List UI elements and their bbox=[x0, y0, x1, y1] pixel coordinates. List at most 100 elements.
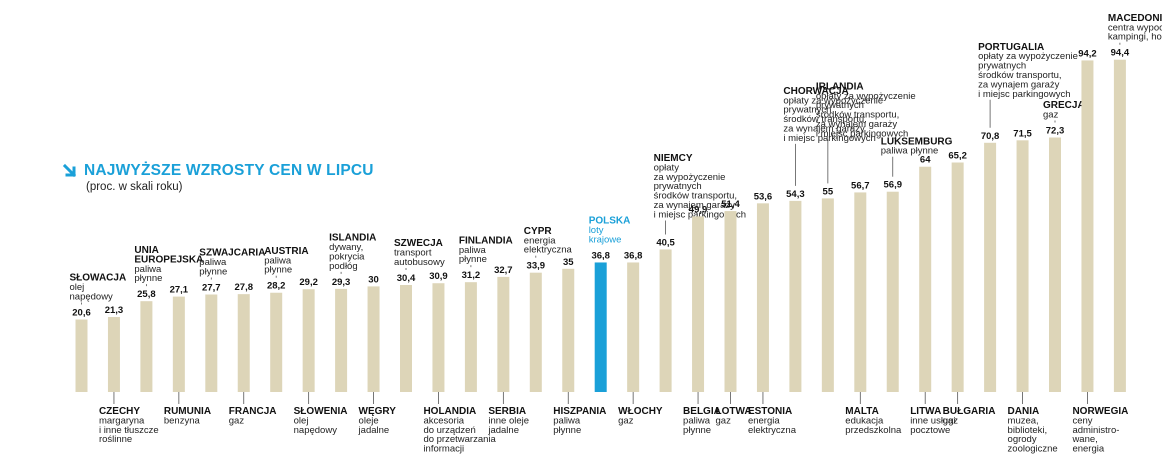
category-note-19: płynne bbox=[683, 425, 711, 436]
chart-title: NAJWYŻSZE WZROSTY CEN W LIPCU bbox=[84, 162, 374, 179]
bar-6 bbox=[270, 292, 283, 392]
category-note-24: edukacja bbox=[845, 415, 884, 426]
category-note-13: inne oleje bbox=[488, 415, 529, 426]
category-note-21: energia bbox=[748, 415, 780, 426]
value-label-23: 55 bbox=[823, 186, 834, 197]
bar-3 bbox=[172, 296, 185, 392]
country-name-15: HISZPANIA bbox=[553, 406, 606, 417]
bar-15 bbox=[562, 268, 575, 392]
value-label-24: 56,7 bbox=[851, 180, 870, 191]
bar-4 bbox=[205, 294, 218, 392]
category-note-1: i inne tłuszcze bbox=[99, 425, 159, 436]
value-label-20: 51,4 bbox=[721, 199, 740, 210]
category-note-32: centra wypoczynkowe, bbox=[1108, 22, 1162, 33]
country-name-22: CHORWACJA bbox=[783, 86, 848, 97]
category-note-23: za wynajem garaży bbox=[816, 119, 898, 130]
country-name-11: HOLANDIA bbox=[423, 406, 476, 417]
country-name-12: FINLANDIA bbox=[459, 235, 513, 246]
category-note-9: oleje bbox=[359, 415, 379, 426]
bar-17 bbox=[627, 262, 640, 392]
category-note-23: środków transportu, bbox=[816, 110, 899, 121]
category-note-24: przedszkolna bbox=[845, 425, 902, 436]
category-note-25: paliwa płynne bbox=[881, 146, 939, 157]
category-note-18: prywatnych bbox=[654, 181, 702, 192]
value-label-6: 28,2 bbox=[267, 281, 286, 292]
value-label-14: 33,9 bbox=[527, 261, 546, 272]
category-note-26: inne usługi bbox=[910, 415, 955, 426]
bar-16 bbox=[594, 262, 607, 392]
category-note-26: pocztowe bbox=[910, 425, 950, 436]
value-label-16: 36,8 bbox=[591, 250, 610, 261]
bar-11 bbox=[432, 283, 445, 392]
category-note-0: napędowy bbox=[70, 291, 114, 302]
category-note-29: muzea, bbox=[1008, 415, 1039, 426]
value-label-19: 49,9 bbox=[689, 204, 708, 215]
bar-29 bbox=[1016, 140, 1029, 392]
value-label-5: 27,8 bbox=[235, 282, 254, 293]
category-note-22: i miejsc parkingowych bbox=[783, 133, 875, 144]
category-note-0: olej bbox=[70, 282, 85, 293]
bar-30 bbox=[1049, 137, 1061, 392]
bar-27 bbox=[951, 162, 964, 392]
bar-21 bbox=[756, 203, 769, 392]
bar-20 bbox=[724, 211, 737, 392]
value-label-32: 94,4 bbox=[1111, 48, 1130, 59]
arrow-down-right-icon bbox=[62, 163, 77, 178]
category-note-28: środków transportu, bbox=[978, 70, 1061, 81]
category-note-1: roślinne bbox=[99, 434, 132, 445]
value-label-28: 70,8 bbox=[981, 131, 1000, 142]
category-note-5: gaz bbox=[229, 415, 245, 426]
value-label-15: 35 bbox=[563, 257, 574, 268]
chart-header: NAJWYŻSZE WZROSTY CEN W LIPCU (proc. w s… bbox=[62, 162, 374, 193]
category-note-2: płynne bbox=[134, 273, 162, 284]
value-label-30: 72,3 bbox=[1046, 126, 1065, 137]
country-name-31: NORWEGIA bbox=[1072, 406, 1128, 417]
bar-2 bbox=[140, 301, 153, 392]
category-note-4: paliwa bbox=[199, 257, 227, 268]
country-name-0: SŁOWACJA bbox=[70, 273, 127, 284]
country-name-7: SŁOWENIA bbox=[294, 406, 348, 417]
category-note-1: margaryna bbox=[99, 415, 145, 426]
value-label-7: 29,2 bbox=[299, 277, 318, 288]
category-note-22: opłaty za wypożyczenie bbox=[783, 95, 883, 106]
bar-22 bbox=[789, 200, 802, 392]
value-label-0: 20,6 bbox=[72, 307, 91, 318]
category-note-7: napędowy bbox=[294, 425, 338, 436]
category-note-29: ogrody bbox=[1008, 434, 1037, 445]
category-note-7: olej bbox=[294, 415, 309, 426]
category-note-22: za wynajem garaży bbox=[783, 123, 865, 134]
value-label-17: 36,8 bbox=[624, 250, 643, 261]
country-name-24: MALTA bbox=[845, 406, 879, 417]
country-name-2: EUROPEJSKA bbox=[134, 254, 203, 265]
category-note-6: paliwa bbox=[264, 255, 292, 266]
bar-14 bbox=[529, 272, 542, 392]
bar-26 bbox=[919, 166, 932, 392]
value-label-22: 54,3 bbox=[786, 189, 805, 200]
bar-31 bbox=[1081, 60, 1094, 392]
category-note-10: autobusowy bbox=[394, 257, 445, 268]
category-note-27: gaz bbox=[943, 415, 959, 426]
country-name-25: LUKSEMBURG bbox=[881, 136, 953, 147]
country-name-32: MACEDONIA bbox=[1108, 13, 1162, 24]
category-note-8: podłóg bbox=[329, 261, 358, 272]
category-note-11: akcesoria bbox=[423, 415, 464, 426]
category-note-18: opłaty bbox=[654, 162, 680, 173]
country-name-23: IRLANDIA bbox=[816, 81, 864, 92]
bar-1 bbox=[107, 317, 120, 392]
category-note-15: paliwa bbox=[553, 415, 581, 426]
category-note-21: elektryczna bbox=[748, 425, 797, 436]
category-note-22: prywatnych bbox=[783, 105, 831, 116]
category-note-14: energia bbox=[524, 235, 556, 246]
country-name-26: LITWA bbox=[910, 406, 941, 417]
category-note-18: środków transportu, bbox=[654, 191, 737, 202]
value-label-26: 64 bbox=[920, 155, 931, 166]
bar-24 bbox=[854, 192, 867, 392]
country-name-19: BELGIA bbox=[683, 406, 721, 417]
category-note-15: płynne bbox=[553, 425, 581, 436]
value-label-4: 27,7 bbox=[202, 282, 221, 293]
value-label-11: 30,9 bbox=[429, 271, 448, 282]
category-note-10: transport bbox=[394, 248, 432, 259]
bar-19 bbox=[692, 216, 705, 392]
country-name-14: CYPR bbox=[524, 226, 553, 237]
